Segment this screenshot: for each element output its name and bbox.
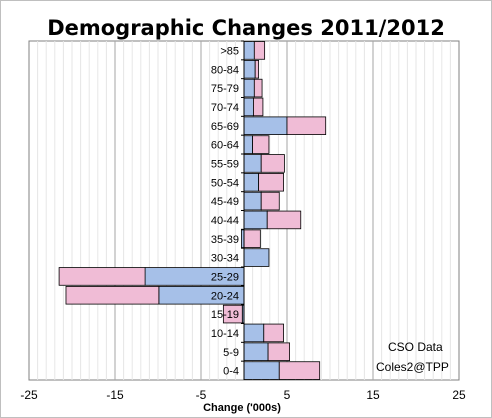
category-label: 5-9	[223, 347, 239, 359]
bar-20-24-series-2	[65, 285, 160, 305]
bar-30-34-series-1	[243, 248, 270, 267]
category-label: 30-34	[211, 253, 239, 265]
bar-75-79-series-1	[243, 78, 255, 98]
category-label: 20-24	[211, 290, 239, 302]
category-label: 45-49	[211, 196, 239, 208]
x-tick-label: 25	[452, 388, 466, 402]
category-label: 80-84	[211, 64, 239, 76]
bar-65-69-series-2	[286, 116, 327, 136]
x-tick-label: 15	[366, 388, 380, 402]
bar-80-84-series-1	[243, 59, 256, 79]
bar-75-79-series-2	[253, 78, 263, 98]
bar-5-9-series-1	[243, 342, 269, 362]
x-tick-label: -25	[20, 388, 38, 402]
bar-10-14-series-2	[263, 323, 284, 343]
bar-5-9-series-2	[267, 342, 290, 362]
category-label: 65-69	[211, 121, 239, 133]
category-label: 35-39	[211, 234, 239, 246]
bar-40-44-series-2	[266, 210, 302, 230]
category-label: 60-64	[211, 140, 239, 152]
bar-25-29-series-2	[58, 267, 146, 286]
bar-50-54-series-1	[243, 172, 260, 192]
x-tick-label: -5	[196, 388, 207, 402]
category-label: 0-4	[223, 366, 239, 378]
bar-45-49-series-1	[243, 191, 262, 211]
bar-0-4-series-1	[243, 361, 280, 380]
x-tick-label: -15	[106, 388, 124, 402]
x-axis-label: Change ('000s)	[203, 402, 281, 414]
bar-10-14-series-1	[243, 323, 265, 343]
category-label: 50-54	[211, 177, 239, 189]
category-label: 55-59	[211, 158, 239, 170]
category-labels: >85 80-84 75-79 70-74 65-69 60-64 55-59 50-54 45…	[211, 40, 244, 378]
category-label: 15-19	[211, 309, 239, 321]
minor-gridlines	[37, 41, 451, 380]
bar-55-59-series-1	[243, 154, 262, 173]
bar->85-series-2	[253, 41, 266, 60]
bar-60-64-series-2	[252, 135, 270, 154]
bar-70-74-series-2	[253, 97, 264, 117]
category-label: 25-29	[211, 271, 239, 283]
bar-80-84-series-2	[254, 59, 260, 79]
category-label: >85	[220, 45, 239, 57]
bar-55-59-series-2	[260, 154, 285, 173]
bar-65-69-series-1	[243, 116, 288, 136]
bar-40-44-series-1	[243, 210, 268, 230]
bar->85-series-1	[243, 41, 255, 60]
category-label: 70-74	[211, 102, 239, 114]
major-gridlines	[114, 41, 374, 380]
chart-title: Demographic Changes 2011/2012	[47, 16, 445, 40]
annotation-author: Coles2@TPP	[376, 360, 449, 374]
bar-35-39-series-2	[243, 229, 261, 249]
x-tick-labels: -25 -15 -5 5 15 25	[20, 388, 466, 402]
bar-45-49-series-2	[260, 191, 280, 211]
bar-15-19-series-2	[222, 304, 243, 324]
bar-0-4-series-2	[278, 361, 321, 380]
category-label: 10-14	[211, 328, 239, 340]
category-label: 75-79	[211, 83, 239, 95]
bar-70-74-series-1	[243, 97, 254, 117]
annotation-source: CSO Data	[388, 340, 443, 354]
category-label: 40-44	[211, 215, 239, 227]
bar-50-54-series-2	[258, 172, 284, 192]
bar-60-64-series-1	[243, 135, 253, 154]
x-tick-label: 5	[284, 388, 291, 402]
